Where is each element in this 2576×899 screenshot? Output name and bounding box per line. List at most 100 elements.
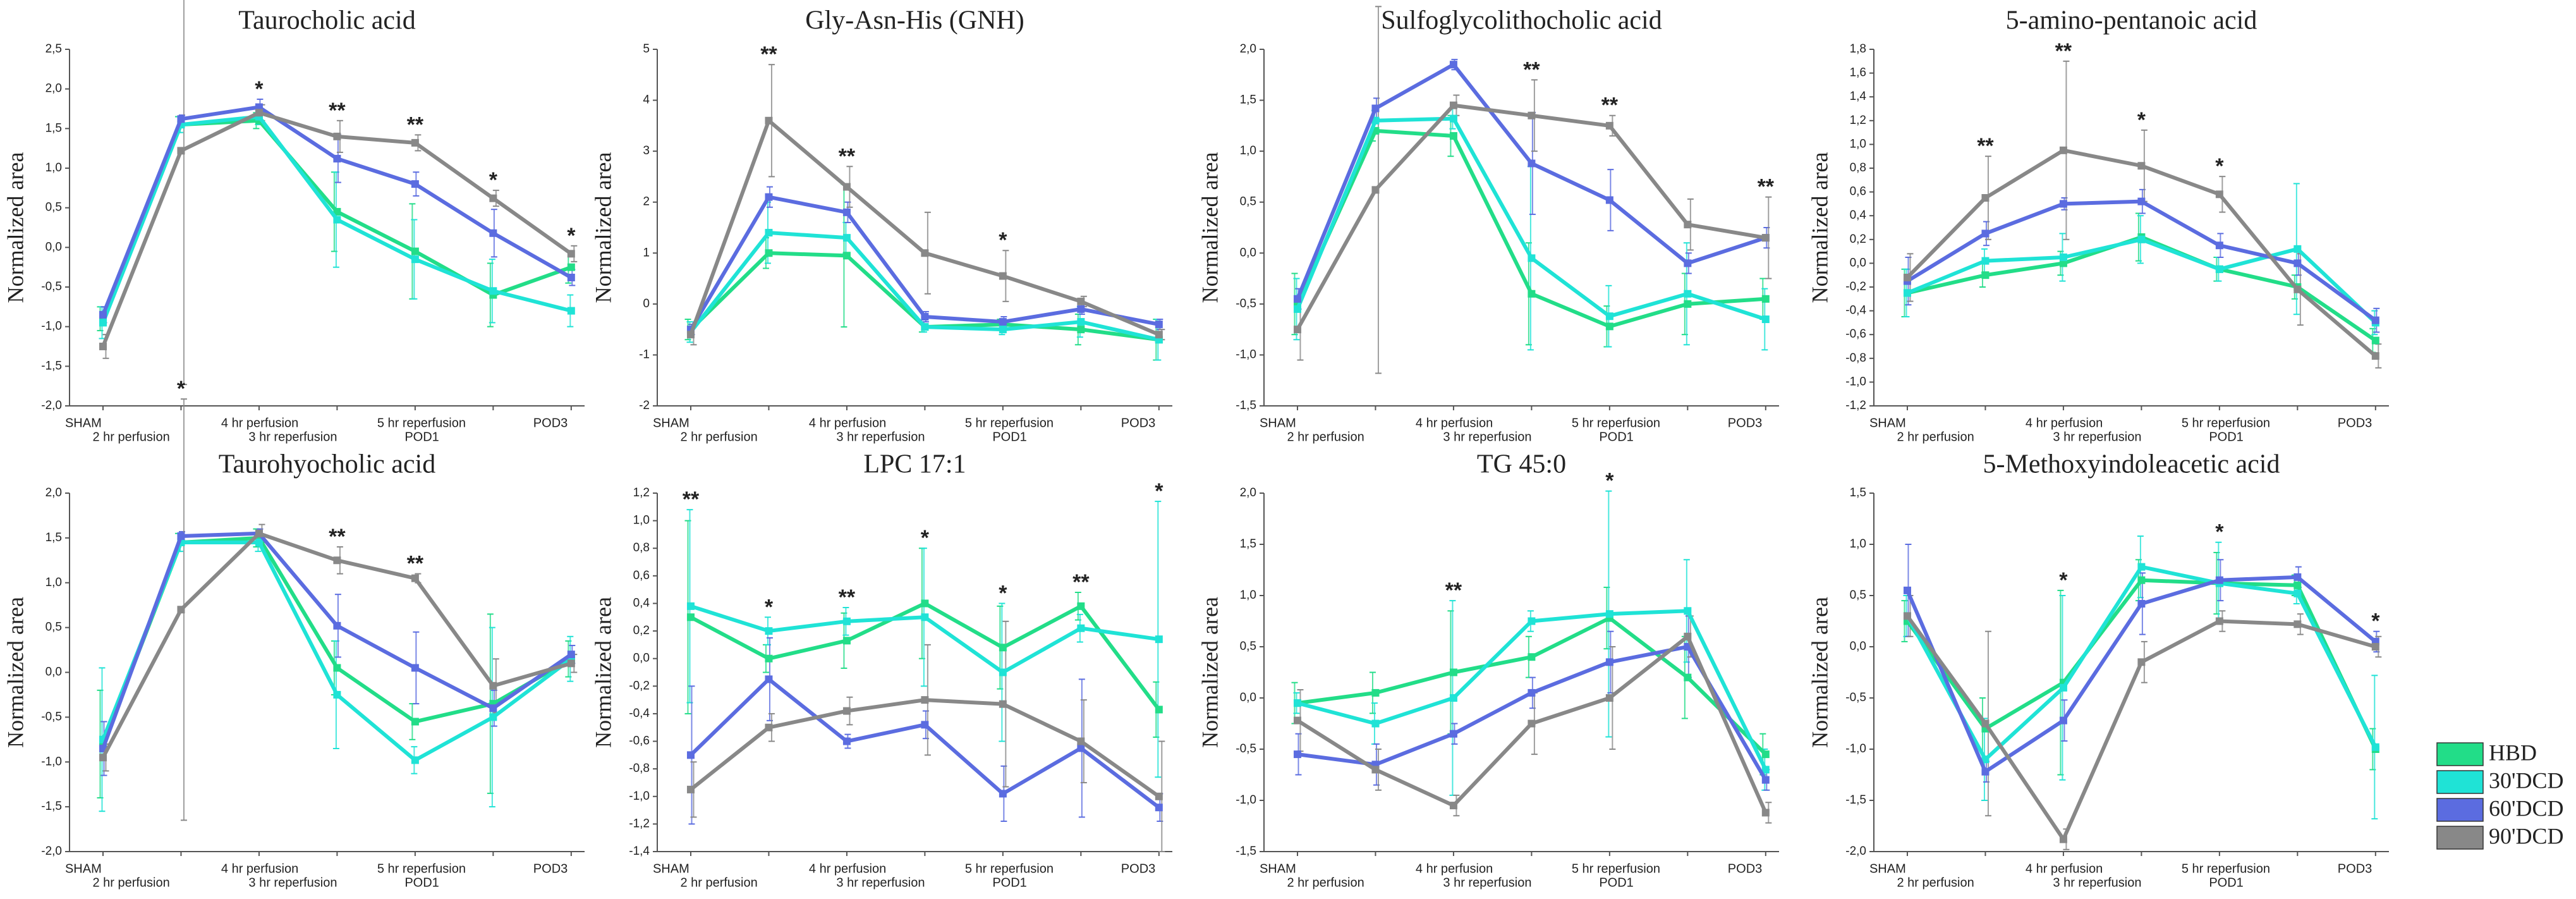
point-marker bbox=[2059, 146, 2067, 154]
y-tick-label: -0,8 bbox=[1845, 352, 1866, 365]
point-marker bbox=[1684, 607, 1692, 615]
x-tick-label: 4 hr perfusion bbox=[221, 862, 298, 876]
y-tick-label: -0,6 bbox=[629, 735, 650, 748]
x-tick-label: 5 hr reperfusion bbox=[2182, 416, 2270, 430]
chart-title: 5-Methoxyindoleacetic acid bbox=[1983, 450, 2280, 479]
y-tick-label: 1,0 bbox=[1240, 589, 1256, 602]
significance-star: ** bbox=[329, 99, 346, 123]
point-marker bbox=[1761, 766, 1770, 774]
y-tick-label: 0,5 bbox=[1240, 195, 1256, 209]
point-marker bbox=[999, 326, 1007, 334]
x-tick-label: 2 hr perfusion bbox=[92, 430, 169, 444]
y-tick-label: -1,0 bbox=[1845, 742, 1866, 755]
significance-star: * bbox=[177, 377, 186, 401]
point-marker bbox=[177, 532, 185, 541]
point-marker bbox=[333, 132, 341, 140]
x-tick-label: 5 hr reperfusion bbox=[2182, 862, 2270, 876]
y-tick-label: -0,8 bbox=[629, 762, 650, 775]
point-marker bbox=[2059, 683, 2067, 692]
point-marker bbox=[1761, 315, 1770, 324]
x-tick-label: 2 hr perfusion bbox=[1287, 876, 1364, 890]
y-tick-label: 2,0 bbox=[46, 486, 62, 499]
point-marker bbox=[333, 664, 341, 672]
point-marker bbox=[1449, 114, 1457, 123]
point-marker bbox=[411, 247, 419, 255]
x-tick-label: 3 hr reperfusion bbox=[2053, 876, 2141, 890]
point-marker bbox=[2059, 254, 2067, 261]
point-marker bbox=[255, 109, 263, 117]
point-marker bbox=[2293, 245, 2302, 253]
y-tick-label: 0,0 bbox=[46, 240, 62, 254]
y-tick-label: 0,4 bbox=[1850, 209, 1867, 222]
significance-star: * bbox=[2137, 108, 2146, 132]
x-tick-label: SHAM bbox=[65, 416, 102, 430]
point-marker bbox=[1684, 221, 1692, 229]
point-marker bbox=[489, 287, 497, 295]
y-tick-label: 1,0 bbox=[1850, 137, 1866, 150]
point-marker bbox=[1761, 295, 1770, 303]
point-marker bbox=[1761, 750, 1770, 759]
point-marker bbox=[1605, 196, 1613, 204]
point-marker bbox=[177, 115, 185, 123]
x-tick-label: POD3 bbox=[2338, 862, 2372, 876]
y-tick-label: -1,5 bbox=[1845, 793, 1866, 807]
point-marker bbox=[1449, 131, 1457, 140]
point-marker bbox=[1761, 809, 1770, 817]
chart-title: Taurocholic acid bbox=[238, 6, 415, 35]
point-marker bbox=[1605, 322, 1613, 331]
point-marker bbox=[333, 207, 341, 216]
y-tick-label: 2,0 bbox=[1240, 486, 1256, 499]
point-marker bbox=[2137, 235, 2146, 243]
y-tick-label: 1,0 bbox=[46, 576, 62, 589]
point-marker bbox=[842, 208, 851, 216]
point-marker bbox=[2059, 716, 2067, 725]
significance-star: * bbox=[999, 581, 1007, 605]
series-line bbox=[1905, 148, 2377, 358]
x-tick-label: 5 hr reperfusion bbox=[965, 862, 1054, 876]
significance-star: * bbox=[999, 228, 1007, 252]
significance-star: * bbox=[567, 224, 576, 248]
y-tick-label: 0,2 bbox=[633, 624, 650, 637]
point-marker bbox=[333, 621, 341, 630]
x-tick-label: POD3 bbox=[1121, 416, 1155, 430]
point-marker bbox=[1155, 792, 1163, 800]
point-marker bbox=[999, 790, 1007, 798]
y-tick-label: 0,2 bbox=[1850, 233, 1866, 246]
point-marker bbox=[2137, 162, 2146, 170]
x-tick-label: 4 hr perfusion bbox=[809, 416, 886, 430]
y-tick-label: -2,0 bbox=[1845, 845, 1866, 858]
y-tick-label: -0,6 bbox=[1845, 327, 1866, 341]
point-marker bbox=[2059, 259, 2067, 267]
point-marker bbox=[1981, 229, 1990, 238]
point-marker bbox=[2215, 190, 2223, 199]
y-tick-label: 0,0 bbox=[1850, 256, 1866, 269]
significance-star: ** bbox=[2055, 39, 2072, 63]
point-marker bbox=[411, 255, 419, 264]
x-tick-label: 4 hr perfusion bbox=[1416, 416, 1493, 430]
point-marker bbox=[567, 263, 575, 271]
point-marker bbox=[2371, 643, 2379, 651]
point-marker bbox=[2137, 563, 2146, 571]
point-marker bbox=[1684, 673, 1692, 682]
point-marker bbox=[1077, 624, 1085, 632]
point-marker bbox=[1077, 737, 1085, 745]
x-tick-label: 2 hr perfusion bbox=[1897, 876, 1974, 890]
y-tick-label: 0,5 bbox=[1240, 640, 1256, 653]
point-marker bbox=[1528, 617, 1536, 625]
x-tick-label: 5 hr reperfusion bbox=[965, 416, 1054, 430]
y-tick-label: -0,5 bbox=[41, 280, 62, 293]
point-marker bbox=[2137, 576, 2146, 584]
point-marker bbox=[489, 194, 497, 202]
point-marker bbox=[489, 713, 497, 721]
y-tick-label: -1,0 bbox=[629, 790, 650, 803]
significance-star: ** bbox=[760, 42, 777, 66]
x-tick-label: 5 hr reperfusion bbox=[377, 862, 466, 876]
point-marker bbox=[1605, 121, 1613, 130]
point-marker bbox=[1528, 688, 1536, 697]
y-tick-label: -0,2 bbox=[1845, 280, 1866, 293]
x-tick-label: 2 hr perfusion bbox=[92, 876, 169, 890]
point-marker bbox=[2137, 658, 2146, 666]
y-axis-label: Normalized area bbox=[3, 597, 28, 748]
y-tick-label: 2,5 bbox=[46, 42, 62, 56]
point-marker bbox=[1981, 271, 1990, 279]
